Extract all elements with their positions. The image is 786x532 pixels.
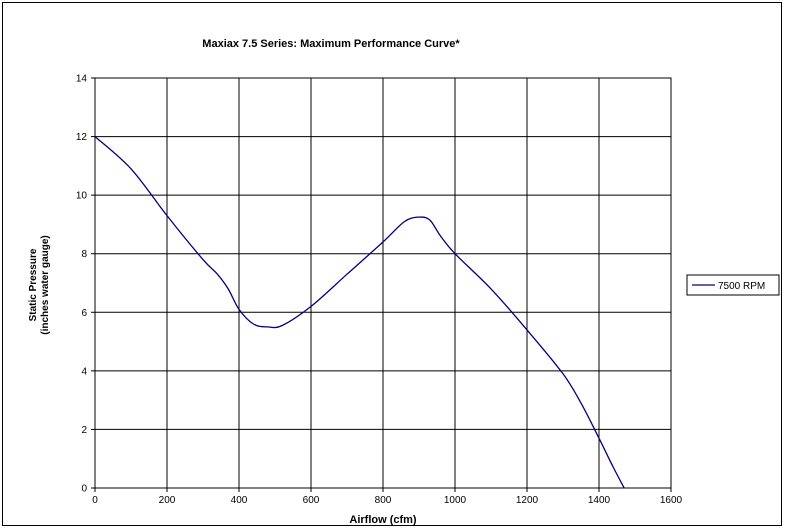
y-axis-label-line1: Static Pressure (28, 248, 39, 321)
x-tick-label: 1200 (516, 495, 539, 506)
grid (94, 77, 672, 489)
y-tick-label: 14 (76, 74, 88, 85)
series-line-7500-rpm (94, 136, 625, 489)
legend-box (686, 274, 780, 296)
performance-chart: Maxiax 7.5 Series: Maximum Performance C… (28, 38, 780, 526)
x-tick-label: 1000 (444, 495, 467, 506)
y-tick-label: 4 (81, 366, 87, 377)
y-tick-label: 10 (76, 191, 88, 202)
x-axis-ticks: 0 200 400 600 800 1000 1200 1400 1600 (92, 488, 683, 506)
y-tick-label: 2 (81, 425, 87, 436)
x-tick-label: 400 (231, 495, 248, 506)
x-tick-label: 1400 (588, 495, 611, 506)
x-tick-label: 0 (92, 495, 98, 506)
x-tick-label: 600 (303, 495, 320, 506)
chart-frame: Maxiax 7.5 Series: Maximum Performance C… (2, 2, 782, 526)
x-tick-label: 200 (159, 495, 176, 506)
y-axis-label: Static Pressure (inches water gauge) (28, 235, 51, 334)
x-tick-label: 1600 (660, 495, 683, 506)
y-tick-label: 6 (81, 308, 87, 319)
y-axis-label-line2: (inches water gauge) (40, 235, 51, 334)
y-tick-label: 8 (81, 249, 87, 260)
legend: 7500 RPM (686, 274, 780, 296)
x-axis-label: Airflow (cfm) (349, 514, 417, 526)
y-tick-label: 12 (76, 132, 88, 143)
y-axis-ticks: 0 2 4 6 8 10 12 14 (76, 74, 95, 495)
chart-title: Maxiax 7.5 Series: Maximum Performance C… (202, 38, 460, 50)
y-tick-label: 0 (81, 484, 87, 495)
x-tick-label: 800 (375, 495, 392, 506)
legend-label: 7500 RPM (718, 281, 765, 292)
